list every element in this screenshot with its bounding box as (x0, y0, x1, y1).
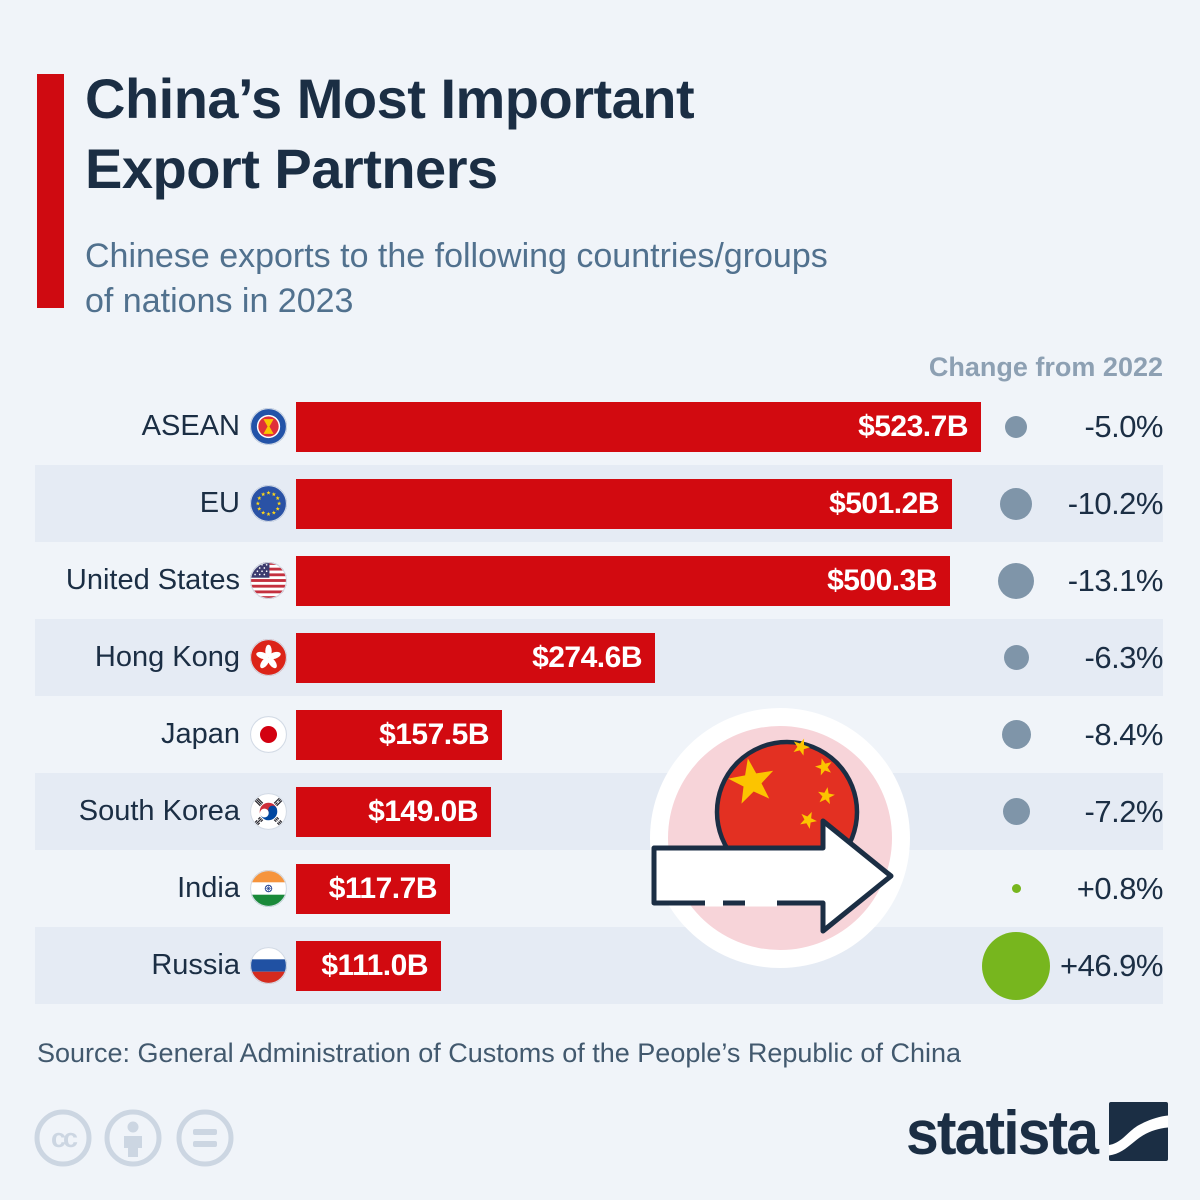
change-percent-label: +46.9% (1059, 947, 1164, 983)
flag-jp-icon (240, 716, 296, 753)
chart-row-eu: EU $501.2B -10.2% (35, 465, 1164, 542)
export-bar: $523.7B (296, 401, 981, 452)
change-dot (981, 720, 1051, 749)
export-bar: $157.5B (296, 709, 502, 760)
export-bar: $501.2B (296, 478, 952, 529)
bar-track: $117.7B (296, 863, 981, 914)
chart-row-russia: Russia $111.0B +46.9% (35, 927, 1164, 1004)
statista-logo-icon (1109, 1101, 1168, 1166)
flag-kr-icon (240, 793, 296, 830)
export-bar: $500.3B (296, 555, 950, 606)
chart-row-united-states: United States $500.3B -13.1% (35, 542, 1164, 619)
row-label: Russia (151, 949, 240, 981)
row-label: ASEAN (141, 410, 240, 442)
bar-chart: ASEAN $523.7B -5.0% EU $501.2B -10.2% United S… (35, 388, 1164, 1004)
flag-hk-icon (240, 639, 296, 676)
title-line-1: China’s Most Important (85, 67, 695, 130)
change-percent-label: -7.2% (1084, 793, 1164, 829)
bar-value-label: $157.5B (379, 717, 489, 751)
flag-in-icon (240, 870, 296, 907)
bar-track: $111.0B (296, 940, 981, 991)
subtitle-line-1: Chinese exports to the following countri… (85, 237, 828, 275)
cc-icon: cc (34, 1109, 92, 1167)
row-label: United States (65, 564, 240, 596)
row-label: India (177, 872, 240, 904)
change-dot (981, 931, 1051, 1000)
change-percent-label: -6.3% (1084, 639, 1164, 675)
row-label: Japan (160, 718, 240, 750)
title-line-2: Export Partners (85, 137, 498, 200)
bar-track: $501.2B (296, 478, 981, 529)
change-dot (981, 415, 1051, 438)
flag-ru-icon (240, 947, 296, 984)
bar-value-label: $274.6B (532, 640, 642, 674)
bar-value-label: $523.7B (858, 409, 968, 443)
row-label: Hong Kong (94, 641, 240, 673)
change-percent-label: -5.0% (1084, 408, 1164, 444)
change-dot (981, 798, 1051, 825)
bar-track: $157.5B (296, 709, 981, 760)
chart-row-japan: Japan $157.5B -8.4% (35, 696, 1164, 773)
change-dot (981, 645, 1051, 670)
statista-wordmark: statista (905, 1099, 1099, 1168)
change-percent-label: -8.4% (1084, 716, 1164, 752)
chart-row-hong-kong: Hong Kong $274.6B -6.3% (35, 619, 1164, 696)
bar-value-label: $501.2B (829, 486, 939, 520)
bar-track: $523.7B (296, 401, 981, 452)
equals-icon (176, 1109, 234, 1167)
red-accent-bar (37, 74, 64, 308)
export-bar: $149.0B (296, 786, 491, 837)
change-percent-label: -13.1% (1067, 562, 1164, 598)
svg-text:cc: cc (51, 1123, 78, 1153)
attribution-icon (104, 1109, 162, 1167)
chart-row-india: India $117.7B +0.8% (35, 850, 1164, 927)
row-label: South Korea (78, 795, 240, 827)
bar-value-label: $149.0B (368, 794, 478, 828)
change-dot (981, 562, 1051, 599)
statista-logo: statista (896, 1098, 1168, 1169)
change-dot (981, 884, 1051, 893)
chart-row-asean: ASEAN $523.7B -5.0% (35, 388, 1164, 465)
flag-eu-icon (240, 485, 296, 522)
export-bar: $111.0B (296, 940, 441, 991)
bar-value-label: $500.3B (827, 563, 937, 597)
flag-asean-icon (240, 408, 296, 445)
chart-row-south-korea: South Korea $149.0B -7.2% (35, 773, 1164, 850)
change-column-header: Change from 2022 (928, 352, 1163, 382)
page-title: China’s Most Important Export Partners (85, 64, 695, 204)
change-percent-label: -10.2% (1067, 485, 1164, 521)
bar-value-label: $111.0B (321, 948, 428, 982)
license-icons: cc (33, 1107, 273, 1174)
source-note: Source: General Administration of Custom… (37, 1038, 961, 1068)
export-bar: $274.6B (296, 632, 655, 683)
export-bar: $117.7B (296, 863, 450, 914)
change-dot (981, 487, 1051, 520)
bar-track: $500.3B (296, 555, 981, 606)
page-subtitle: Chinese exports to the following countri… (85, 234, 828, 324)
subtitle-line-2: of nations in 2023 (85, 282, 354, 320)
flag-us-icon (240, 562, 296, 599)
bar-track: $274.6B (296, 632, 981, 683)
row-label: EU (199, 487, 240, 519)
change-percent-label: +0.8% (1076, 870, 1164, 906)
bar-track: $149.0B (296, 786, 981, 837)
bar-value-label: $117.7B (328, 871, 438, 905)
